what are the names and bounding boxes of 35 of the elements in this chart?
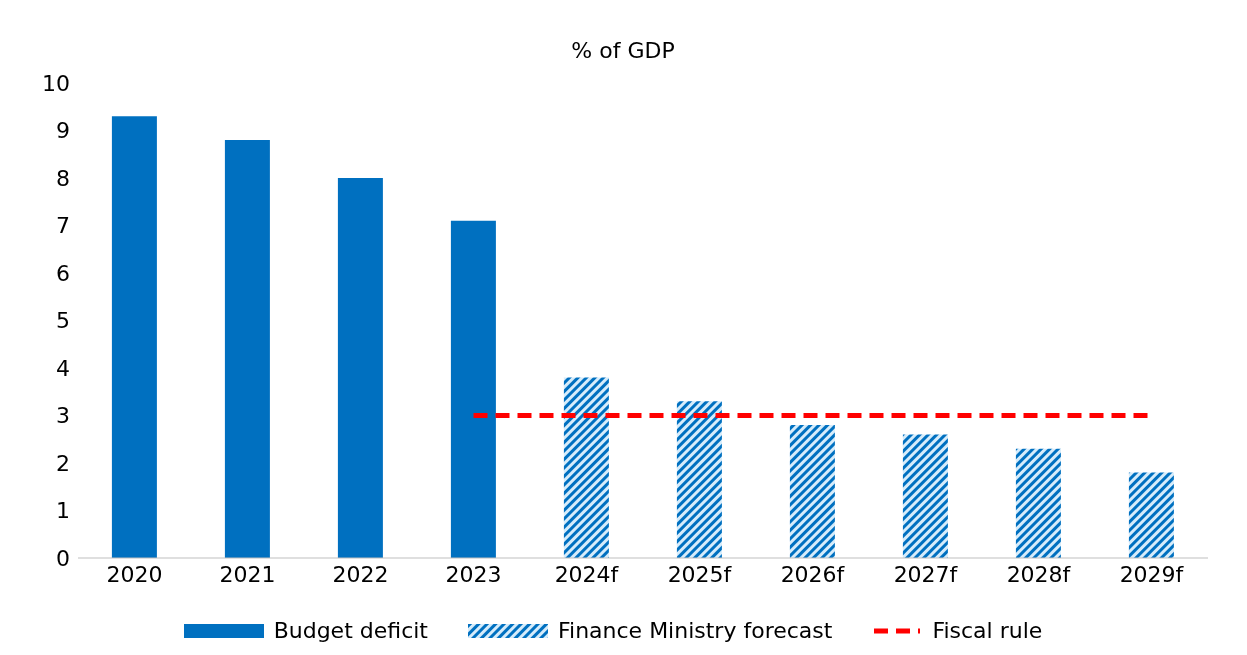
legend-label: Finance Ministry forecast xyxy=(556,618,833,643)
x-tick-label: 2028f xyxy=(1006,561,1072,587)
x-tick-label: 2027f xyxy=(893,561,959,587)
y-tick-label: 1 xyxy=(56,498,70,524)
x-tick-label: 2025f xyxy=(667,561,733,587)
y-tick-label: 6 xyxy=(56,260,70,286)
y-tick-label: 5 xyxy=(56,308,70,334)
y-tick-label: 0 xyxy=(56,545,70,571)
bar xyxy=(111,116,157,558)
bar xyxy=(224,140,270,558)
y-tick-label: 7 xyxy=(56,213,70,239)
bar xyxy=(1015,448,1061,558)
bar xyxy=(789,425,835,558)
bar xyxy=(676,401,722,558)
x-tick-label: 2029f xyxy=(1119,561,1185,587)
legend-label: Fiscal rule xyxy=(931,618,1043,643)
x-tick-label: 2022 xyxy=(332,561,389,587)
bar xyxy=(563,377,609,558)
legend-label: Budget deficit xyxy=(272,618,428,643)
bar xyxy=(337,178,383,558)
y-tick-label: 4 xyxy=(56,355,70,381)
x-tick-label: 2024f xyxy=(554,561,620,587)
bar xyxy=(902,434,948,558)
chart-title: % of GDP xyxy=(570,37,676,63)
x-tick-label: 2020 xyxy=(106,561,163,587)
bar xyxy=(450,220,496,558)
x-tick-label: 2023 xyxy=(445,561,502,587)
y-tick-label: 10 xyxy=(42,70,70,96)
y-tick-label: 3 xyxy=(56,403,70,429)
y-tick-label: 9 xyxy=(56,118,70,144)
bar xyxy=(1128,472,1174,558)
y-tick-label: 2 xyxy=(56,450,70,476)
y-tick-label: 8 xyxy=(56,165,70,191)
x-tick-label: 2026f xyxy=(780,561,846,587)
x-tick-label: 2021 xyxy=(219,561,276,587)
